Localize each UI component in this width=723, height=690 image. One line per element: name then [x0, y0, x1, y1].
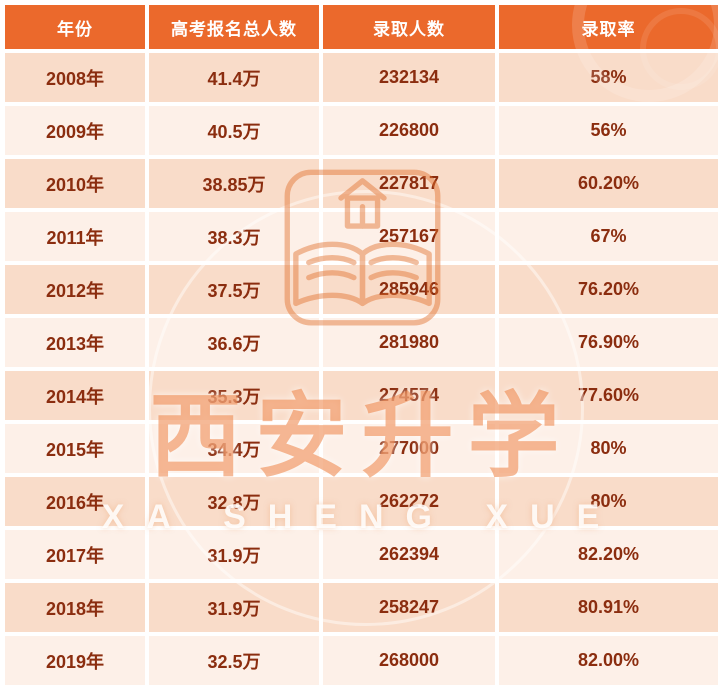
cell-applicants: 32.8万 [149, 477, 319, 526]
cell-applicants: 36.6万 [149, 318, 319, 367]
cell-rate: 80% [499, 477, 718, 526]
cell-applicants: 34.4万 [149, 424, 319, 473]
cell-admitted: 226800 [323, 106, 495, 155]
cell-applicants: 40.5万 [149, 106, 319, 155]
cell-admitted: 285946 [323, 265, 495, 314]
cell-admitted: 277000 [323, 424, 495, 473]
cell-rate: 58% [499, 53, 718, 102]
cell-year: 2019年 [5, 636, 145, 685]
cell-applicants: 38.3万 [149, 212, 319, 261]
cell-year: 2013年 [5, 318, 145, 367]
cell-applicants: 32.5万 [149, 636, 319, 685]
cell-admitted: 232134 [323, 53, 495, 102]
header-cell-rate: 录取率 [499, 5, 718, 49]
cell-year: 2008年 [5, 53, 145, 102]
admission-stats-table: 年份 高考报名总人数 录取人数 录取率 2008年 41.4万 232134 58% 2… [5, 5, 718, 685]
cell-admitted: 257167 [323, 212, 495, 261]
cell-year: 2009年 [5, 106, 145, 155]
cell-applicants: 41.4万 [149, 53, 319, 102]
cell-rate: 56% [499, 106, 718, 155]
cell-year: 2016年 [5, 477, 145, 526]
cell-applicants: 38.85万 [149, 159, 319, 208]
cell-applicants: 37.5万 [149, 265, 319, 314]
cell-year: 2011年 [5, 212, 145, 261]
header-cell-applicants: 高考报名总人数 [149, 5, 319, 49]
header-cell-admitted: 录取人数 [323, 5, 495, 49]
cell-year: 2017年 [5, 530, 145, 579]
cell-rate: 80% [499, 424, 718, 473]
cell-applicants: 31.9万 [149, 583, 319, 632]
cell-admitted: 258247 [323, 583, 495, 632]
header-cell-year: 年份 [5, 5, 145, 49]
cell-year: 2015年 [5, 424, 145, 473]
cell-applicants: 35.3万 [149, 371, 319, 420]
cell-applicants: 31.9万 [149, 530, 319, 579]
cell-rate: 82.20% [499, 530, 718, 579]
cell-rate: 76.20% [499, 265, 718, 314]
cell-admitted: 262272 [323, 477, 495, 526]
cell-rate: 80.91% [499, 583, 718, 632]
cell-rate: 77.60% [499, 371, 718, 420]
cell-admitted: 281980 [323, 318, 495, 367]
cell-rate: 76.90% [499, 318, 718, 367]
cell-admitted: 274574 [323, 371, 495, 420]
cell-rate: 82.00% [499, 636, 718, 685]
cell-year: 2012年 [5, 265, 145, 314]
cell-rate: 67% [499, 212, 718, 261]
cell-admitted: 262394 [323, 530, 495, 579]
cell-year: 2018年 [5, 583, 145, 632]
cell-year: 2010年 [5, 159, 145, 208]
cell-admitted: 227817 [323, 159, 495, 208]
cell-admitted: 268000 [323, 636, 495, 685]
cell-year: 2014年 [5, 371, 145, 420]
cell-rate: 60.20% [499, 159, 718, 208]
